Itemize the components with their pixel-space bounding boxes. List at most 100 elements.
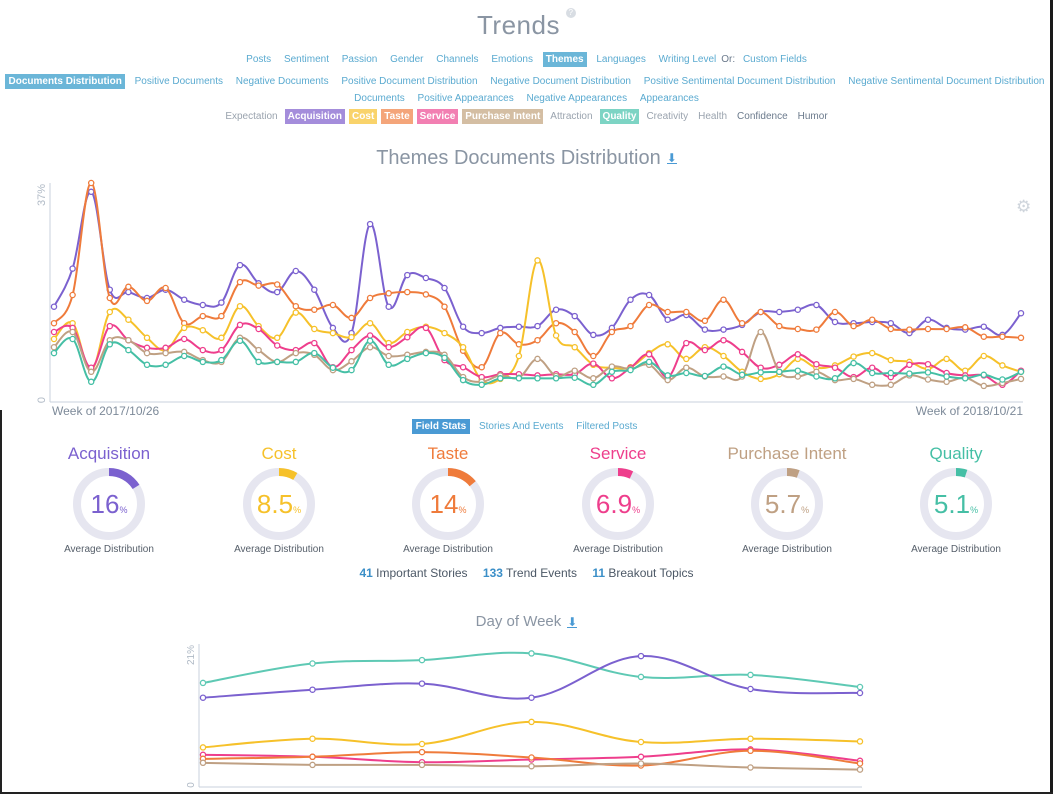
data-point[interactable] <box>404 288 411 296</box>
data-point[interactable] <box>528 718 535 726</box>
metric-documents[interactable]: Documents <box>354 93 405 104</box>
data-point[interactable] <box>236 278 244 286</box>
nav-item-gender[interactable]: Gender <box>390 54 424 65</box>
data-point[interactable] <box>887 319 895 327</box>
data-point[interactable] <box>366 343 374 351</box>
data-point[interactable] <box>571 343 578 351</box>
data-point[interactable] <box>701 372 709 380</box>
data-point[interactable] <box>385 303 392 310</box>
data-point[interactable] <box>720 373 727 380</box>
data-point[interactable] <box>924 369 932 376</box>
data-point[interactable] <box>199 326 207 334</box>
nav-item-emotions[interactable]: Emotions <box>491 54 533 65</box>
data-point[interactable] <box>534 355 541 363</box>
data-point[interactable] <box>329 324 337 332</box>
data-point[interactable] <box>311 339 318 347</box>
data-point[interactable] <box>813 301 820 309</box>
data-point[interactable] <box>943 378 950 386</box>
data-point[interactable] <box>422 324 430 332</box>
theme-creativity[interactable]: Creativity <box>646 111 689 122</box>
data-point[interactable] <box>404 328 411 336</box>
data-point[interactable] <box>850 353 857 360</box>
theme-attraction[interactable]: Attraction <box>550 111 593 122</box>
data-point[interactable] <box>69 335 76 343</box>
data-point[interactable] <box>329 301 337 309</box>
data-point[interactable] <box>418 761 426 769</box>
data-point[interactable] <box>552 375 560 382</box>
data-point[interactable] <box>199 346 207 354</box>
data-point[interactable] <box>199 301 207 309</box>
data-point[interactable] <box>441 303 448 310</box>
data-point[interactable] <box>645 351 653 358</box>
data-point[interactable] <box>422 291 430 298</box>
data-point[interactable] <box>943 355 950 363</box>
theme-service[interactable]: Service <box>416 109 459 124</box>
data-point[interactable] <box>887 381 895 389</box>
data-point[interactable] <box>292 267 300 275</box>
data-point[interactable] <box>309 660 316 667</box>
theme-health[interactable]: Health <box>698 111 728 122</box>
data-point[interactable] <box>637 762 645 769</box>
data-point[interactable] <box>534 375 541 382</box>
nav-item-writing-level[interactable]: Writing Level <box>658 54 717 65</box>
data-point[interactable] <box>418 748 426 756</box>
data-point[interactable] <box>627 366 634 374</box>
data-point[interactable] <box>385 352 392 360</box>
data-point[interactable] <box>311 306 318 313</box>
data-point[interactable] <box>273 288 281 296</box>
data-point[interactable] <box>199 751 207 759</box>
data-point[interactable] <box>273 334 281 342</box>
data-point[interactable] <box>924 360 932 368</box>
metric-negative-documents[interactable]: Negative Documents <box>235 76 329 87</box>
data-point[interactable] <box>528 754 535 761</box>
data-point[interactable] <box>856 757 864 765</box>
data-point[interactable] <box>683 308 690 316</box>
data-point[interactable] <box>528 650 535 657</box>
data-point[interactable] <box>385 361 392 369</box>
data-point[interactable] <box>199 759 207 767</box>
data-point[interactable] <box>924 316 932 323</box>
data-point[interactable] <box>162 284 169 292</box>
data-point[interactable] <box>720 296 727 303</box>
data-point[interactable] <box>701 326 709 333</box>
data-point[interactable] <box>199 312 207 320</box>
data-point[interactable] <box>720 363 727 370</box>
data-point[interactable] <box>856 738 864 745</box>
data-point[interactable] <box>813 360 820 368</box>
nav-item-posts[interactable]: Posts <box>246 54 272 65</box>
data-point[interactable] <box>441 284 448 292</box>
data-point[interactable] <box>590 375 597 382</box>
nav-item-sentiment[interactable]: Sentiment <box>283 54 329 65</box>
data-point[interactable] <box>404 271 411 279</box>
data-point[interactable] <box>943 325 950 333</box>
data-point[interactable] <box>143 349 151 357</box>
data-point[interactable] <box>534 257 541 264</box>
data-point[interactable] <box>515 323 523 330</box>
data-point[interactable] <box>273 281 281 288</box>
data-point[interactable] <box>552 319 560 327</box>
data-point[interactable] <box>757 369 764 376</box>
data-point[interactable] <box>418 680 426 687</box>
summary-breakout-topics[interactable]: 11 Breakout Topics <box>592 566 693 580</box>
help-icon[interactable]: ? <box>565 8 576 18</box>
data-point[interactable] <box>199 679 207 687</box>
data-point[interactable] <box>528 756 535 763</box>
theme-quality[interactable]: Quality <box>599 109 640 124</box>
data-point[interactable] <box>199 755 207 763</box>
data-point[interactable] <box>478 381 485 389</box>
tab-field-stats[interactable]: Field Stats <box>411 419 471 434</box>
data-point[interactable] <box>701 317 709 325</box>
data-point[interactable] <box>627 296 634 303</box>
data-point[interactable] <box>199 694 207 701</box>
data-point[interactable] <box>924 376 932 383</box>
data-point[interactable] <box>738 371 746 379</box>
data-point[interactable] <box>637 673 645 681</box>
data-point[interactable] <box>418 758 426 766</box>
data-point[interactable] <box>961 324 969 331</box>
theme-confidence[interactable]: Confidence <box>737 111 788 122</box>
data-point[interactable] <box>980 333 988 340</box>
metric-positive-sentimental-document-distribution[interactable]: Positive Sentimental Document Distributi… <box>643 76 836 87</box>
data-point[interactable] <box>218 334 225 342</box>
data-point[interactable] <box>856 766 864 773</box>
data-point[interactable] <box>106 294 114 302</box>
